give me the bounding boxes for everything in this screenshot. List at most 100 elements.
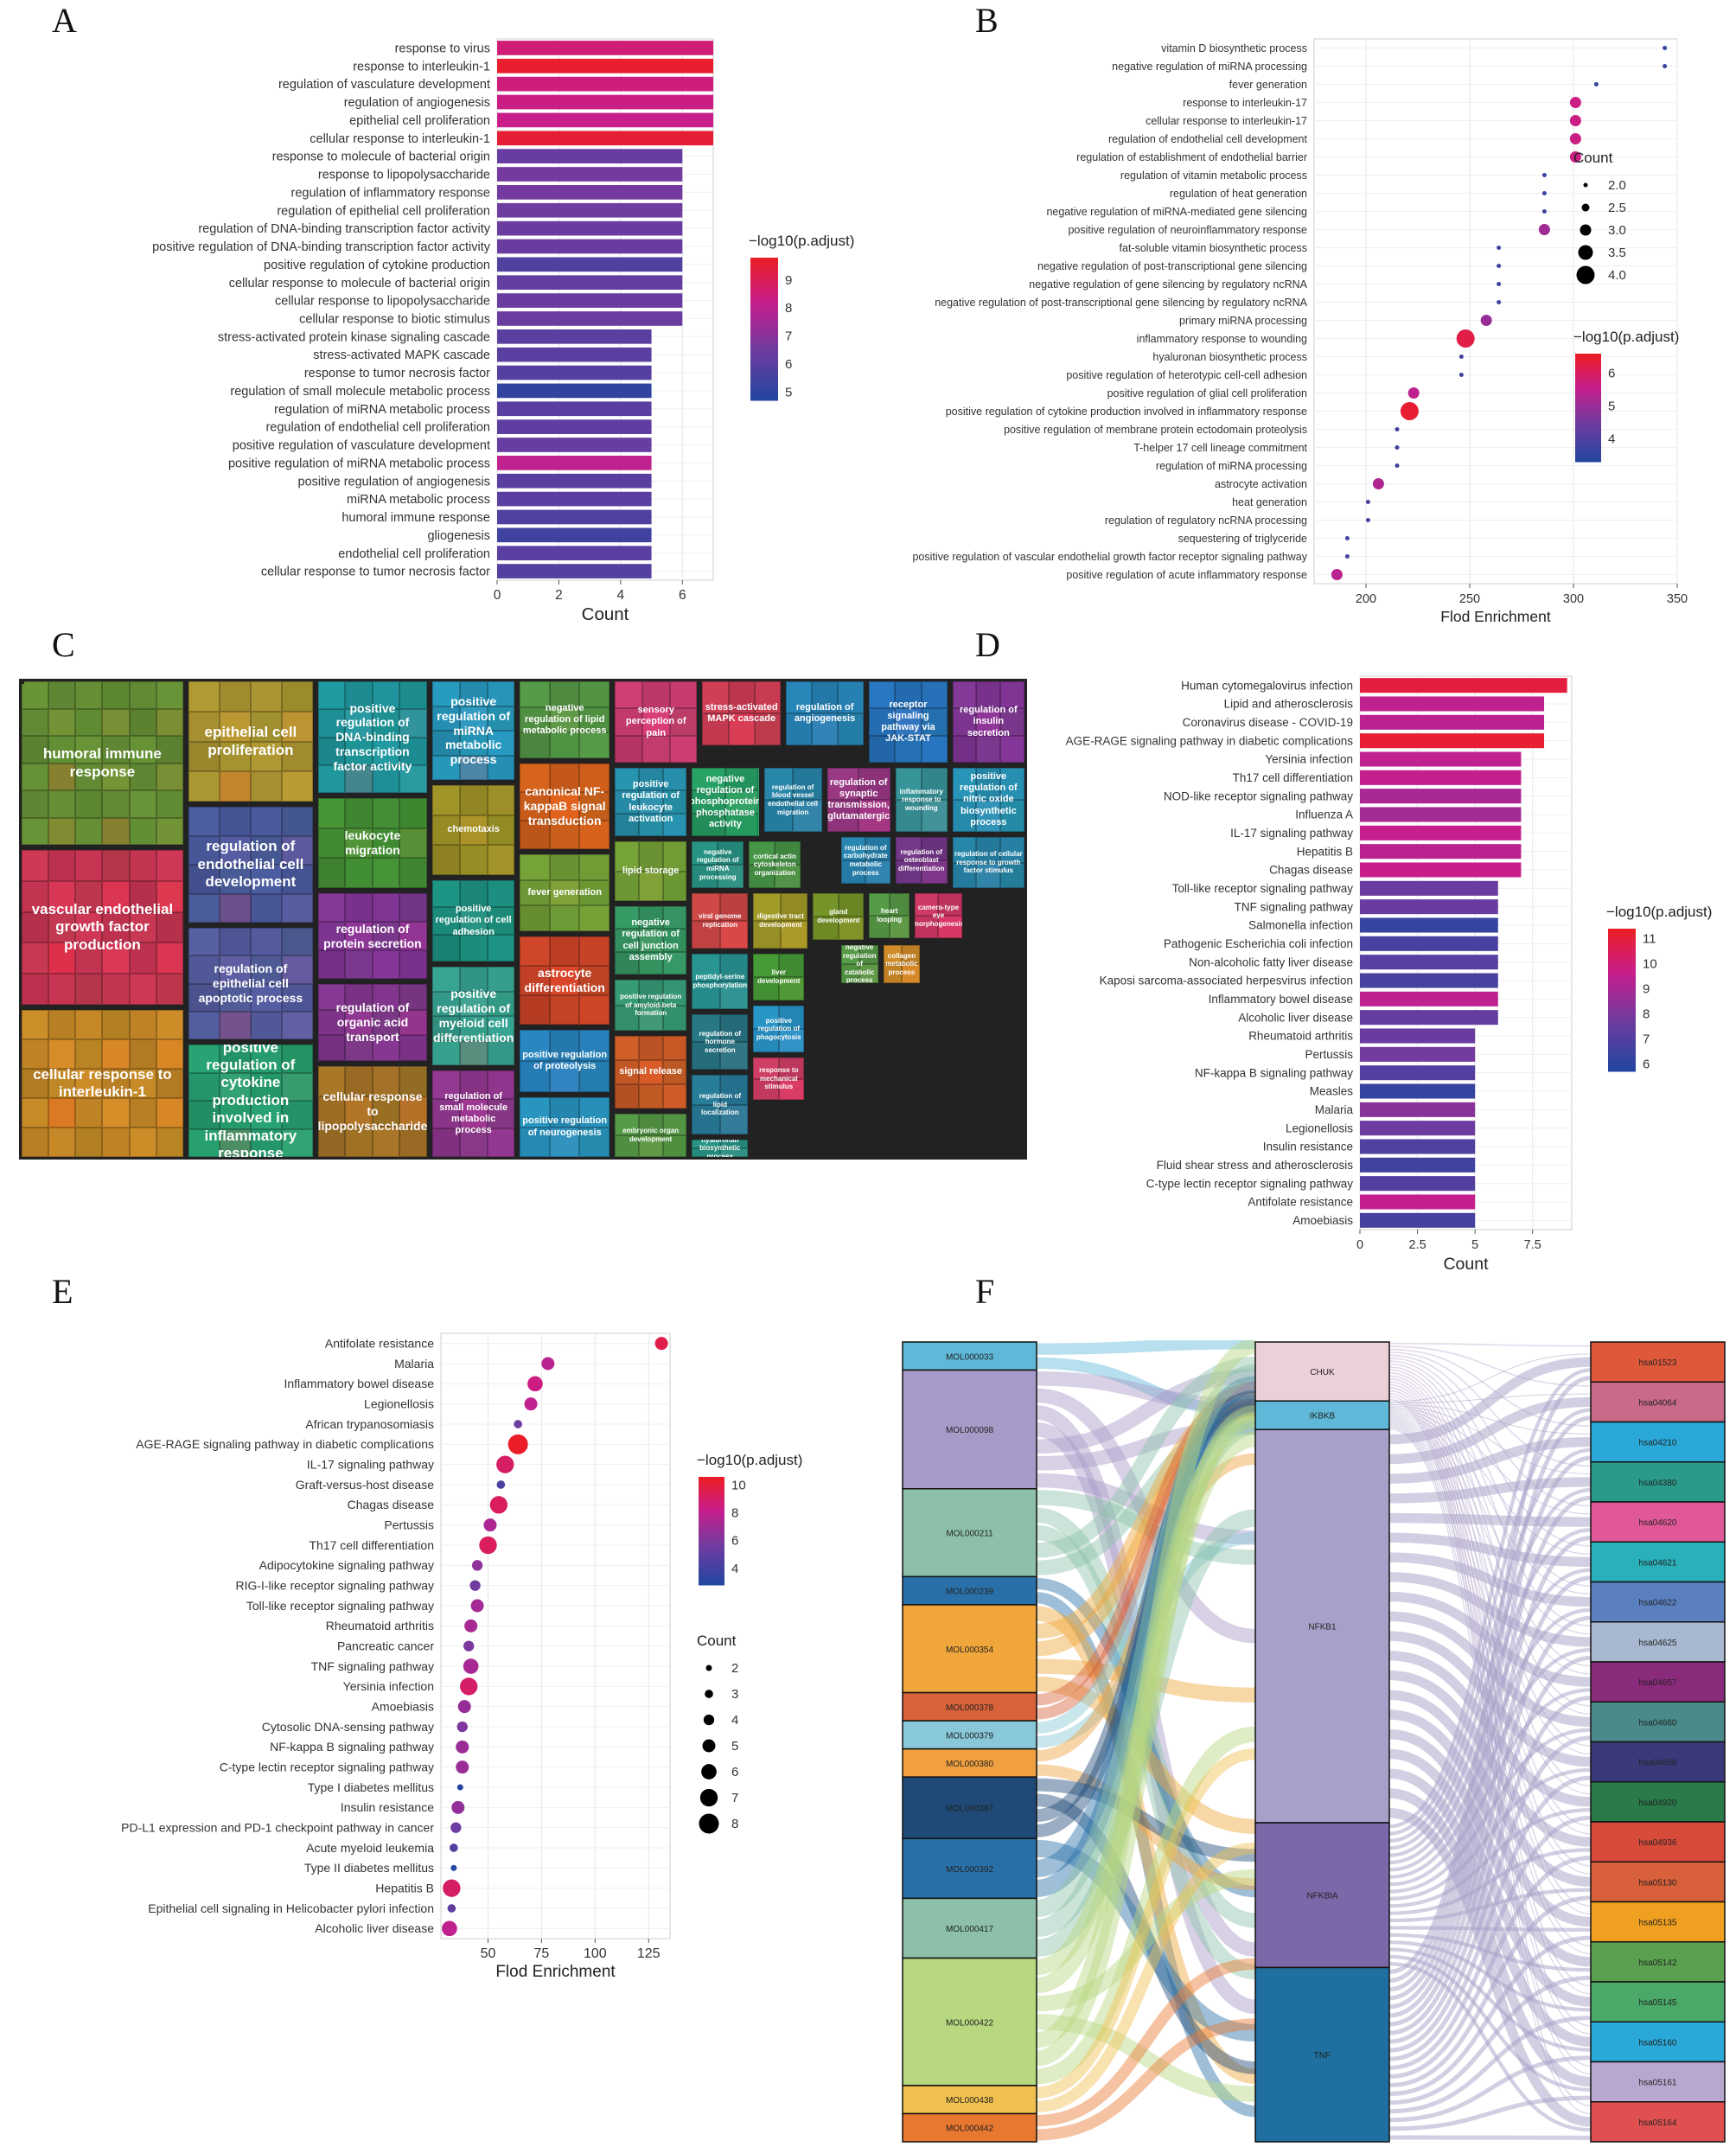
B-x-axis-label: Flod Enrichment <box>1440 608 1551 625</box>
sankey-flow <box>1388 1536 1592 2010</box>
treemap-subcell <box>662 906 687 930</box>
A-colorbar-segment <box>750 396 778 401</box>
E-x-tick-label: 125 <box>637 1946 661 1961</box>
B-point <box>1480 315 1492 326</box>
D-colorbar-segment <box>1608 949 1636 955</box>
treemap-subcell <box>75 880 103 912</box>
B-colorbar-segment <box>1575 359 1601 362</box>
treemap-subcell <box>520 936 550 966</box>
E-point <box>479 1536 497 1555</box>
D-bar <box>1360 733 1545 749</box>
treemap-subcell <box>662 1114 687 1135</box>
sankey-flow <box>1036 1778 1256 1863</box>
D-colorbar-segment <box>1608 981 1636 987</box>
treemap-subcell <box>345 1066 373 1096</box>
treemap-cell-label: signal release <box>619 1066 683 1077</box>
D-bar <box>1360 825 1522 840</box>
treemap-subcell <box>1000 708 1024 736</box>
treemap-subcell <box>669 681 698 709</box>
treemap-subcell <box>778 954 805 977</box>
treemap-subcell <box>615 871 639 901</box>
sankey-flow <box>1036 1592 1256 2118</box>
treemap-subcell <box>579 1030 610 1061</box>
treemap-cell-label: regulation of organic acid transport <box>335 1000 410 1044</box>
sankey-pathway-node <box>1590 1701 1726 1743</box>
sankey-flow <box>1388 1895 1592 2088</box>
treemap-subcell <box>129 1128 156 1157</box>
treemap-subcell <box>345 764 373 793</box>
treemap-cell-label: negative regulation of cell junction ass… <box>622 917 680 962</box>
sankey-compound-node <box>902 1341 1037 1371</box>
A-category-label: cellular response to lipopolysaccharide <box>275 295 490 309</box>
A-category-label: epithelial cell proliferation <box>349 114 490 128</box>
sankey-compound-node <box>902 2112 1037 2143</box>
sankey-flow <box>1388 1403 1592 1435</box>
sankey-flow <box>1035 1417 1257 1938</box>
A-colorbar-segment <box>750 357 778 362</box>
treemap-subcell <box>692 768 725 791</box>
D-bar <box>1360 936 1498 951</box>
A-bar <box>497 527 652 543</box>
B-colorbar-segment <box>1575 437 1601 441</box>
E-colorbar-segment <box>699 1563 724 1567</box>
treemap-cell-label: camera-type eye morphogenesis <box>912 903 965 928</box>
B-point <box>1569 151 1581 163</box>
treemap-subcell <box>719 893 749 921</box>
treemap-cell-label: positive regulation of nitric oxide bios… <box>960 771 1018 827</box>
treemap-subcell <box>549 1061 580 1092</box>
B-colorbar-tick: 6 <box>1608 367 1615 381</box>
E-colorbar-segment <box>699 1504 724 1507</box>
sankey-flow <box>1388 1935 1592 2097</box>
B-size-legend-dot <box>1576 265 1595 284</box>
treemap-cell: negative regulation of cell junction ass… <box>612 904 690 977</box>
treemap-subcell <box>22 974 49 1005</box>
sankey-pathway-node-label: hsa04620 <box>1639 1518 1677 1528</box>
D-category-label: Toll-like receptor signaling pathway <box>1172 882 1354 895</box>
treemap-subcell <box>219 1011 251 1039</box>
E-point <box>524 1397 538 1411</box>
E-point <box>456 1721 468 1733</box>
B-colorbar-segment <box>1575 434 1601 438</box>
E-colorbar-segment <box>699 1579 724 1583</box>
sankey-flow <box>1388 1348 1592 1427</box>
D-plot-area <box>1359 675 1573 1230</box>
sankey-flow <box>1036 1958 1256 2127</box>
B-category-label: regulation of establishment of endotheli… <box>1076 151 1307 163</box>
D-colorbar-segment <box>1608 1050 1636 1054</box>
B-colorbar-segment <box>1575 393 1601 398</box>
treemap-subcell <box>129 1069 156 1098</box>
treemap-subcell <box>48 1069 76 1098</box>
treemap-subcell <box>219 741 251 772</box>
treemap-subcell <box>763 768 794 800</box>
D-colorbar-segment <box>1608 1038 1636 1044</box>
B-colorbar-segment <box>1575 440 1601 444</box>
treemap-subcell <box>838 893 865 917</box>
treemap-cell: regulation of small molecule metabolic p… <box>429 1068 518 1160</box>
A-category-label: endothelial cell proliferation <box>338 547 490 561</box>
E-category-label: Type I diabetes mellitus <box>308 1780 434 1794</box>
E-colorbar-segment <box>699 1479 724 1483</box>
treemap-subcell <box>48 1039 76 1069</box>
A-colorbar-segment <box>750 325 778 329</box>
treemap-subcell <box>459 991 488 1016</box>
treemap-subcell <box>638 1114 663 1135</box>
treemap-subcell <box>281 681 313 712</box>
treemap-cell: negative regulation of catabolic process <box>838 943 881 986</box>
treemap-subcell <box>662 813 687 836</box>
treemap-subcell <box>719 1140 749 1148</box>
treemap-subcell <box>281 983 313 1012</box>
treemap-cell: regulation of organic acid transport <box>316 981 430 1064</box>
treemap-subcell <box>753 1029 779 1052</box>
sankey-pathway-node <box>1590 2061 1726 2103</box>
A-bar <box>497 41 713 55</box>
treemap-subcell <box>22 681 23 683</box>
treemap-subcell <box>250 771 282 802</box>
treemap-subcell <box>156 1010 183 1039</box>
treemap-cell: regulation of carbohydrate metabolic pro… <box>838 834 893 886</box>
D-category-label: Coronavirus disease - COVID-19 <box>1183 716 1353 729</box>
treemap-subcell <box>549 764 580 792</box>
treemap-subcell <box>1000 681 1024 709</box>
B-colorbar-segment <box>1575 453 1601 457</box>
treemap-subcell <box>662 871 687 901</box>
sankey-flow <box>1388 1926 1592 1932</box>
